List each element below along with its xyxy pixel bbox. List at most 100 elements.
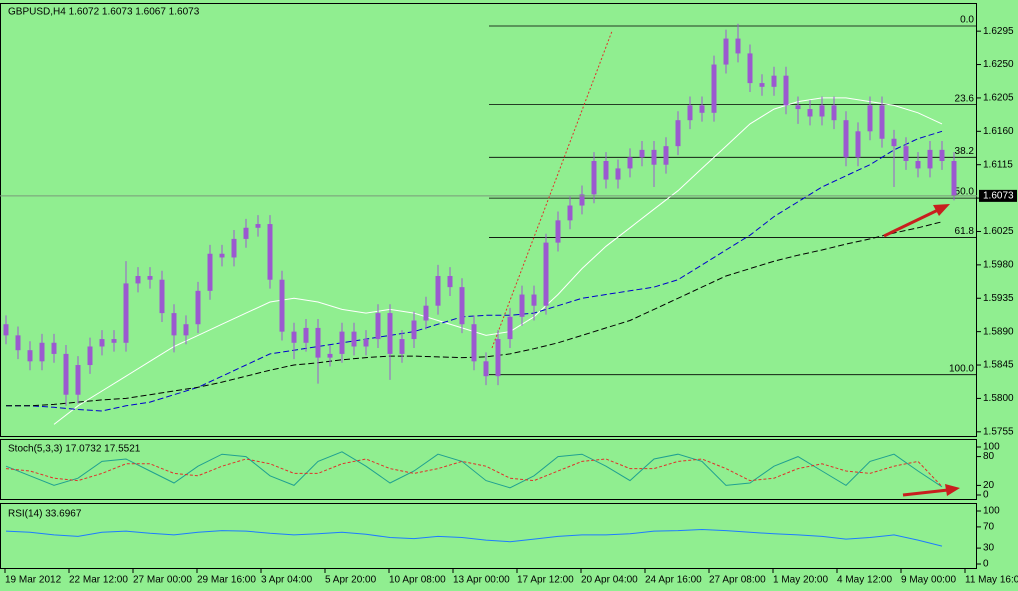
- candle-body: [435, 276, 441, 306]
- candle-body: [147, 276, 153, 280]
- x-tick-label: 27 Mar 00:00: [133, 575, 192, 586]
- stoch-pane: [0, 439, 977, 500]
- plot: 1.62951.62501.62051.61601.61151.60701.60…: [0, 15, 1018, 586]
- candle-body: [171, 313, 177, 336]
- candle-body: [819, 105, 825, 117]
- candle-body: [675, 120, 681, 147]
- candle-body: [771, 75, 777, 87]
- candle-body: [267, 224, 273, 280]
- candle-body: [615, 168, 621, 180]
- candle-body: [951, 161, 957, 196]
- x-tick-label: 13 Apr 00:00: [453, 575, 510, 586]
- y-tick-label: 100: [983, 506, 1000, 517]
- x-tick-label: 17 Apr 12:00: [517, 575, 574, 586]
- fib-label: 38.2: [955, 146, 975, 157]
- y-tick-label: 0: [983, 490, 989, 501]
- x-tick-label: 3 Apr 04:00: [261, 575, 313, 586]
- candle-body: [831, 105, 837, 121]
- candle-body: [39, 342, 45, 362]
- candle-body: [879, 105, 885, 139]
- x-tick-label: 27 Apr 08:00: [709, 575, 766, 586]
- candle-body: [711, 64, 717, 113]
- candle-body: [3, 324, 9, 336]
- candle-body: [795, 105, 801, 110]
- candle-body: [75, 365, 81, 395]
- main-pane: [0, 3, 977, 437]
- y-tick-label: 1.6115: [983, 159, 1013, 170]
- candle-body: [471, 324, 477, 362]
- candle-body: [447, 276, 453, 288]
- candle-body: [255, 224, 261, 228]
- x-tick-label: 5 Apr 20:00: [325, 575, 377, 586]
- candle-body: [351, 331, 357, 347]
- candle-body: [939, 149, 945, 161]
- candle-body: [855, 131, 861, 158]
- x-tick-label: 20 Apr 04:00: [581, 575, 638, 586]
- candle-body: [639, 149, 645, 158]
- candle-body: [603, 161, 609, 180]
- candle-body: [243, 227, 249, 239]
- y-tick-label: 1.5980: [983, 260, 1014, 271]
- candle-body: [183, 324, 189, 336]
- candle-body: [567, 205, 573, 221]
- y-tick-label: 1.5755: [983, 426, 1014, 437]
- y-tick-label: 1.6025: [983, 226, 1014, 237]
- candle-body: [15, 335, 21, 351]
- indicator-line: [5, 528, 943, 547]
- candle-body: [723, 38, 729, 65]
- candle-body: [423, 305, 429, 321]
- candle-body: [411, 320, 417, 340]
- candle-body: [735, 38, 741, 54]
- y-tick-label: 100: [983, 442, 1000, 453]
- current-price-box: [979, 189, 1017, 202]
- y-tick-label: 20: [983, 480, 995, 491]
- y-tick-label: 1.6295: [983, 26, 1014, 37]
- candle-body: [591, 161, 597, 195]
- candle-body: [903, 146, 909, 161]
- candle-body: [483, 361, 489, 377]
- candle-body: [159, 279, 165, 314]
- annotation-arrow: [883, 204, 950, 238]
- y-tick-label: 0: [983, 559, 989, 570]
- candle-body: [375, 313, 381, 340]
- candle-body: [111, 339, 117, 343]
- candle-body: [459, 287, 465, 325]
- candle-body: [63, 353, 69, 395]
- candle-body: [27, 350, 33, 362]
- indicator-line: [5, 451, 943, 489]
- y-tick-label: 30: [983, 543, 995, 554]
- candle-body: [99, 339, 105, 347]
- trendline: [491, 30, 613, 349]
- x-tick-label: 11 May 16:00: [965, 575, 1018, 586]
- candle-body: [867, 105, 873, 132]
- fib-label: 100.0: [949, 363, 974, 374]
- candle-body: [783, 75, 789, 106]
- candle-body: [915, 161, 921, 169]
- candle-body: [207, 253, 213, 291]
- y-tick-label: 1.5800: [983, 393, 1014, 404]
- candle-body: [531, 294, 537, 306]
- candle-body: [87, 346, 93, 366]
- candle-body: [543, 242, 549, 306]
- rsi-title: RSI(14) 33.6967: [8, 509, 82, 520]
- fib-label: 23.6: [955, 93, 975, 104]
- candle-body: [759, 83, 765, 87]
- x-tick-label: 9 May 00:00: [901, 575, 956, 586]
- stoch-title: Stoch(5,3,3) 17.0732 17.5521: [8, 444, 141, 455]
- candle-body: [807, 109, 813, 117]
- candle-body: [123, 283, 129, 343]
- x-tick-label: 10 Apr 08:00: [389, 575, 446, 586]
- x-tick-label: 29 Mar 16:00: [197, 575, 256, 586]
- candle-body: [303, 327, 309, 343]
- y-tick-label: 1.5845: [983, 360, 1014, 371]
- fib-label: 61.8: [955, 226, 975, 237]
- rsi-pane: [0, 503, 977, 569]
- candle-body: [399, 339, 405, 354]
- candle-body: [363, 339, 369, 347]
- candle-body: [327, 353, 333, 358]
- y-tick-label: 1.5935: [983, 293, 1014, 304]
- candle-body: [135, 276, 141, 284]
- candle-body: [315, 327, 321, 358]
